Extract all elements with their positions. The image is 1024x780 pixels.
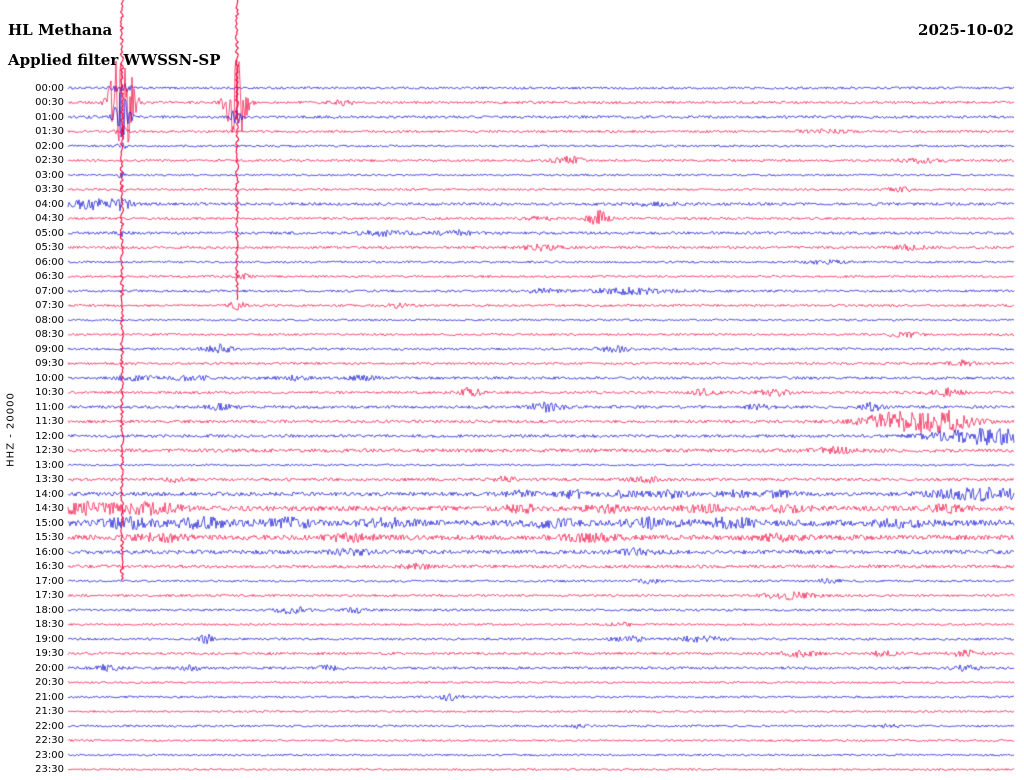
seismogram-canvas	[0, 0, 1024, 780]
helicorder-page: { "header": { "station": "HL Methana", "…	[0, 0, 1024, 780]
